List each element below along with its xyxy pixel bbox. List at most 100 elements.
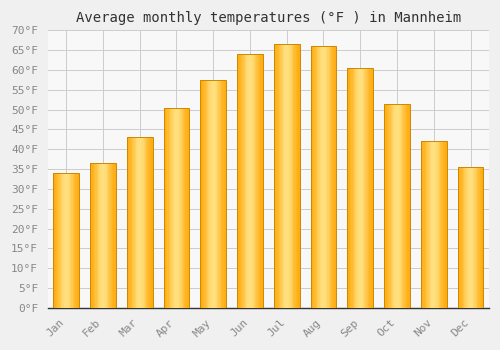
Bar (436, 141, 438, 308)
Bar (170, 108, 172, 308)
Bar (106, 163, 107, 308)
Bar (62, 173, 64, 308)
Bar (68, 173, 69, 308)
Bar (334, 46, 335, 308)
Bar (358, 68, 359, 308)
Bar (166, 108, 168, 308)
Bar (242, 54, 244, 308)
Bar (66, 173, 68, 308)
Bar (128, 138, 130, 308)
Title: Average monthly temperatures (°F ) in Mannheim: Average monthly temperatures (°F ) in Ma… (76, 11, 461, 25)
Bar (140, 138, 141, 308)
Bar (431, 141, 432, 308)
Bar (220, 80, 221, 308)
Bar (280, 44, 281, 308)
Bar (165, 108, 166, 308)
Bar (137, 138, 138, 308)
Bar (442, 141, 443, 308)
Bar (324, 46, 325, 308)
Bar (224, 80, 225, 308)
Bar (325, 46, 326, 308)
Bar (262, 54, 263, 308)
Bar (260, 54, 262, 308)
Bar (214, 80, 216, 308)
Bar (200, 80, 202, 308)
Bar (252, 54, 254, 308)
Bar (368, 68, 370, 308)
Bar (127, 138, 128, 308)
Bar (360, 68, 362, 308)
Bar (75, 173, 76, 308)
Bar (274, 44, 299, 308)
Bar (462, 167, 463, 308)
Bar (184, 108, 186, 308)
Bar (317, 46, 318, 308)
Bar (102, 163, 103, 308)
Bar (145, 138, 146, 308)
Bar (241, 54, 242, 308)
Bar (366, 68, 368, 308)
Bar (216, 80, 217, 308)
Bar (99, 163, 100, 308)
Bar (320, 46, 321, 308)
Bar (400, 104, 401, 308)
Bar (146, 138, 148, 308)
Bar (110, 163, 112, 308)
Bar (183, 108, 184, 308)
Bar (424, 141, 425, 308)
Bar (237, 54, 263, 308)
Bar (136, 138, 137, 308)
Bar (370, 68, 372, 308)
Bar (208, 80, 210, 308)
Bar (363, 68, 364, 308)
Bar (69, 173, 70, 308)
Bar (203, 80, 204, 308)
Bar (210, 80, 212, 308)
Bar (318, 46, 320, 308)
Bar (440, 141, 442, 308)
Bar (164, 108, 165, 308)
Bar (352, 68, 354, 308)
Bar (178, 108, 179, 308)
Bar (350, 68, 351, 308)
Bar (432, 141, 434, 308)
Bar (258, 54, 259, 308)
Bar (148, 138, 150, 308)
Bar (222, 80, 224, 308)
Bar (174, 108, 175, 308)
Bar (426, 141, 428, 308)
Bar (326, 46, 328, 308)
Bar (286, 44, 288, 308)
Bar (472, 167, 473, 308)
Bar (476, 167, 477, 308)
Bar (213, 80, 214, 308)
Bar (458, 167, 459, 308)
Bar (402, 104, 404, 308)
Bar (217, 80, 218, 308)
Bar (294, 44, 296, 308)
Bar (298, 44, 300, 308)
Bar (138, 138, 140, 308)
Bar (98, 163, 99, 308)
Bar (200, 80, 226, 308)
Bar (244, 54, 245, 308)
Bar (112, 163, 114, 308)
Bar (90, 163, 116, 308)
Bar (362, 68, 363, 308)
Bar (182, 108, 183, 308)
Bar (74, 173, 75, 308)
Bar (293, 44, 294, 308)
Bar (256, 54, 258, 308)
Bar (396, 104, 397, 308)
Bar (392, 104, 393, 308)
Bar (60, 173, 61, 308)
Bar (482, 167, 484, 308)
Bar (212, 80, 213, 308)
Bar (421, 141, 446, 308)
Bar (168, 108, 169, 308)
Bar (114, 163, 116, 308)
Bar (480, 167, 481, 308)
Bar (348, 68, 373, 308)
Bar (176, 108, 178, 308)
Bar (70, 173, 71, 308)
